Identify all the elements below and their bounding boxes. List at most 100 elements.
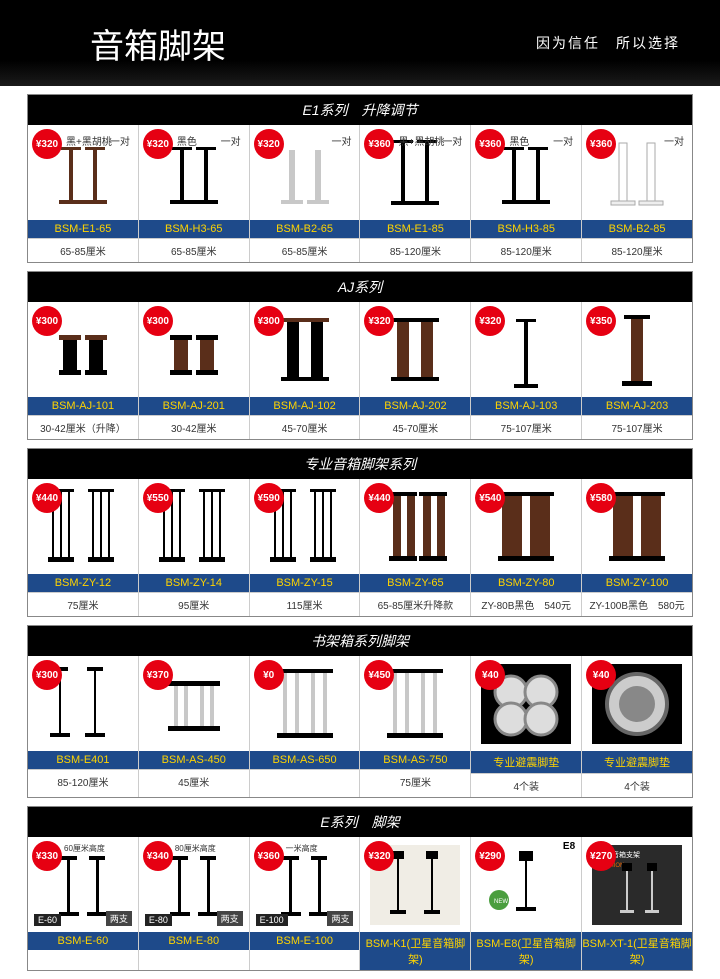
product-cell[interactable]: ¥320BSM-K1(卫星音箱脚架)	[360, 837, 471, 970]
pair-tag: 一对	[110, 133, 130, 148]
height-tag: 80厘米高度	[175, 843, 216, 854]
spec-label: 75厘米	[28, 592, 138, 616]
product-grid: ¥300BSM-E40185-120厘米¥370BSM-AS-45045厘米¥0…	[28, 656, 692, 797]
product-image: ¥300	[28, 302, 138, 397]
model-label: BSM-ZY-15	[250, 574, 360, 592]
product-cell[interactable]: ¥590BSM-ZY-15115厘米	[250, 479, 361, 616]
product-image: ¥320黑+黑胡桃一对	[28, 125, 138, 220]
product-image: ¥290E8NEW	[471, 837, 581, 932]
product-grid: ¥300BSM-AJ-10130-42厘米（升降）¥300BSM-AJ-2013…	[28, 302, 692, 439]
model-label: BSM-AS-750	[360, 751, 470, 769]
product-cell[interactable]: ¥320BSM-AJ-10375-107厘米	[471, 302, 582, 439]
product-grid: ¥320黑+黑胡桃一对BSM-E1-6565-85厘米¥320黑色一对BSM-H…	[28, 125, 692, 262]
product-cell[interactable]: ¥580BSM-ZY-100ZY-100B黑色 580元	[582, 479, 692, 616]
color-tag: 黑+黑胡桃	[66, 133, 112, 148]
product-cell[interactable]: ¥300BSM-AJ-10245-70厘米	[250, 302, 361, 439]
product-image: ¥450	[360, 656, 470, 751]
spec-label: 75厘米	[360, 769, 470, 793]
price-badge: ¥320	[254, 129, 284, 159]
product-cell[interactable]: ¥370BSM-AS-45045厘米	[139, 656, 250, 797]
product-cell[interactable]: ¥440BSM-ZY-1275厘米	[28, 479, 139, 616]
product-cell[interactable]: ¥360一对BSM-B2-8585-120厘米	[582, 125, 692, 262]
product-cell[interactable]: ¥300BSM-AJ-10130-42厘米（升降）	[28, 302, 139, 439]
product-cell[interactable]: ¥350BSM-AJ-20375-107厘米	[582, 302, 692, 439]
product-section: 专业音箱脚架系列¥440BSM-ZY-1275厘米¥550BSM-ZY-1495…	[27, 448, 693, 617]
price-badge: ¥300	[32, 306, 62, 336]
product-image: ¥34080厘米高度E-80两支	[139, 837, 249, 932]
product-cell[interactable]: ¥320一对BSM-B2-6565-85厘米	[250, 125, 361, 262]
model-label: BSM-ZY-12	[28, 574, 138, 592]
spec-label: 85-120厘米	[582, 238, 692, 262]
model-label: 专业避震脚垫	[471, 751, 581, 773]
product-image: ¥320	[471, 302, 581, 397]
product-cell[interactable]: ¥360一米高度E-100两支BSM-E-100	[250, 837, 361, 970]
product-cell[interactable]: ¥270卫星音箱支架FASHIONBSM-XT-1(卫星音箱脚架)	[582, 837, 692, 970]
product-cell[interactable]: ¥40专业避震脚垫4个装	[471, 656, 582, 797]
spec-label: 65-85厘米	[28, 238, 138, 262]
price-badge: ¥350	[586, 306, 616, 336]
price-badge: ¥550	[143, 483, 173, 513]
product-cell[interactable]: ¥300BSM-E40185-120厘米	[28, 656, 139, 797]
product-image: ¥580	[582, 479, 692, 574]
product-cell[interactable]: ¥360黑色一对BSM-H3-8585-120厘米	[471, 125, 582, 262]
product-grid: ¥440BSM-ZY-1275厘米¥550BSM-ZY-1495厘米¥590 BS…	[28, 479, 692, 616]
product-cell[interactable]: ¥0BSM-AS-650	[250, 656, 361, 797]
model-label: BSM-AJ-201	[139, 397, 249, 415]
model-label: BSM-AJ-102	[250, 397, 360, 415]
e-pair-label: 两支	[327, 911, 353, 926]
product-image: ¥320一对	[250, 125, 360, 220]
product-cell[interactable]: ¥550BSM-ZY-1495厘米	[139, 479, 250, 616]
product-image: ¥300	[139, 302, 249, 397]
spec-label: 4个装	[582, 773, 692, 797]
product-cell[interactable]: ¥320BSM-AJ-20245-70厘米	[360, 302, 471, 439]
model-label: BSM-AS-450	[139, 751, 249, 769]
product-cell[interactable]: ¥34080厘米高度E-80两支BSM-E-80	[139, 837, 250, 970]
price-badge: ¥370	[143, 660, 173, 690]
model-label: BSM-H3-65	[139, 220, 249, 238]
spec-label: 65-85厘米	[139, 238, 249, 262]
product-image: ¥0	[250, 656, 360, 751]
model-label: BSM-ZY-65	[360, 574, 470, 592]
model-tag: E8	[563, 841, 575, 852]
model-label: BSM-B2-85	[582, 220, 692, 238]
product-cell[interactable]: ¥320黑+黑胡桃一对BSM-E1-6565-85厘米	[28, 125, 139, 262]
model-label: BSM-ZY-100	[582, 574, 692, 592]
product-cell[interactable]: ¥300BSM-AJ-20130-42厘米	[139, 302, 250, 439]
price-badge: ¥330	[32, 841, 62, 871]
product-image: ¥40	[582, 656, 692, 751]
pair-tag: 一对	[442, 133, 462, 148]
spec-label: 85-120厘米	[28, 769, 138, 793]
product-cell[interactable]: ¥290E8NEWBSM-E8(卫星音箱脚架)	[471, 837, 582, 970]
model-label: BSM-AJ-103	[471, 397, 581, 415]
price-badge: ¥360	[254, 841, 284, 871]
pair-tag: 一对	[664, 133, 684, 148]
e-label: E-100	[256, 914, 288, 926]
product-cell[interactable]: ¥440BSM-ZY-6565-85厘米升降款	[360, 479, 471, 616]
spec-label: 85-120厘米	[360, 238, 470, 262]
header: 音箱脚架 因为信任 所以选择	[0, 0, 720, 86]
color-tag: 黑色	[509, 133, 529, 148]
pair-tag: 一对	[553, 133, 573, 148]
spec-label: ZY-80B黑色 540元	[471, 592, 581, 616]
product-image: ¥300	[250, 302, 360, 397]
product-section: AJ系列¥300BSM-AJ-10130-42厘米（升降）¥300BSM-AJ-…	[27, 271, 693, 440]
product-cell[interactable]: ¥320黑色一对BSM-H3-6565-85厘米	[139, 125, 250, 262]
product-cell[interactable]: ¥450BSM-AS-75075厘米	[360, 656, 471, 797]
product-cell[interactable]: ¥33060厘米高度E-60两支BSM-E-60	[28, 837, 139, 970]
product-cell[interactable]: ¥360黑+黑胡桃一对BSM-E1-8585-120厘米	[360, 125, 471, 262]
pair-tag: 一对	[221, 133, 241, 148]
product-cell[interactable]: ¥40专业避震脚垫4个装	[582, 656, 692, 797]
model-label: BSM-E1-85	[360, 220, 470, 238]
color-tag: 黑+黑胡桃	[398, 133, 444, 148]
section-title: 书架箱系列脚架	[28, 626, 692, 656]
model-label: BSM-XT-1(卫星音箱脚架)	[582, 932, 692, 970]
model-label: BSM-AJ-203	[582, 397, 692, 415]
price-badge: ¥590	[254, 483, 284, 513]
section-title: E系列 脚架	[28, 807, 692, 837]
product-image: ¥320黑色一对	[139, 125, 249, 220]
product-image: ¥540	[471, 479, 581, 574]
product-cell[interactable]: ¥540BSM-ZY-80ZY-80B黑色 540元	[471, 479, 582, 616]
product-section: E系列 脚架¥33060厘米高度E-60两支BSM-E-60¥34080厘米高度…	[27, 806, 693, 971]
model-label: BSM-B2-65	[250, 220, 360, 238]
product-image: ¥360一米高度E-100两支	[250, 837, 360, 932]
